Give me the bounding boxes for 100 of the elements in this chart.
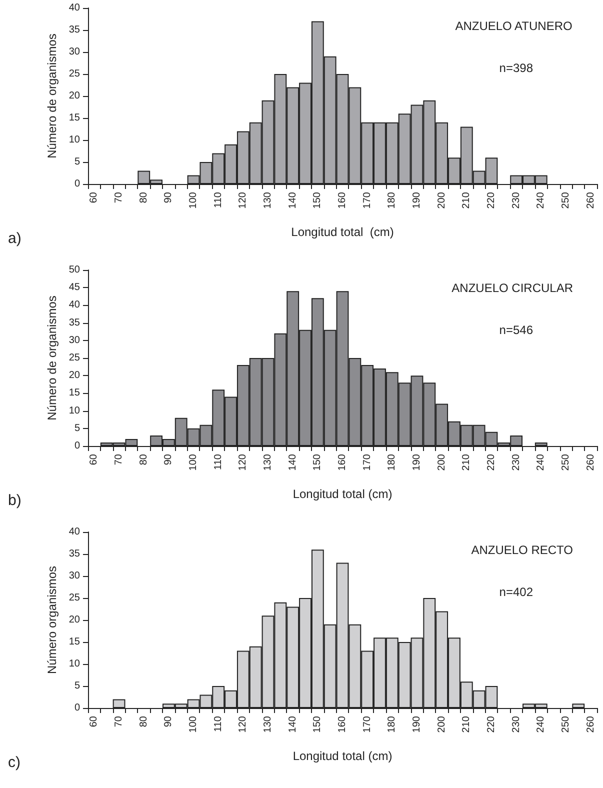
x-tick-label: 60 bbox=[88, 716, 100, 728]
x-tick-label: 230 bbox=[510, 454, 522, 471]
y-tick-label: 35 bbox=[68, 317, 80, 328]
y-tick-label: 15 bbox=[68, 636, 80, 648]
x-tick-label: 90 bbox=[163, 192, 174, 204]
x-tick-label: 120 bbox=[238, 716, 249, 733]
y-tick-label: 20 bbox=[68, 370, 80, 382]
x-tick-label: 220 bbox=[486, 192, 497, 209]
x-tick-label: 120 bbox=[238, 454, 249, 471]
x-tick-label: 110 bbox=[212, 454, 224, 470]
annotation: n=546 bbox=[499, 323, 534, 337]
x-tick-label: 210 bbox=[461, 716, 472, 733]
x-tick-label: 230 bbox=[510, 192, 522, 209]
y-axis-title: Número organismos bbox=[44, 566, 59, 674]
x-tick-label: 100 bbox=[188, 454, 200, 471]
x-axis-title: Longitud total (cm) bbox=[292, 487, 392, 501]
y-tick-label: 10 bbox=[68, 405, 80, 416]
x-tick-label: 240 bbox=[536, 192, 547, 209]
y-tick-label: 0 bbox=[74, 178, 80, 190]
x-tick-label: 140 bbox=[287, 454, 298, 471]
x-tick-label: 220 bbox=[486, 454, 497, 471]
y-tick-label: 0 bbox=[74, 440, 80, 452]
annotation: n=402 bbox=[499, 585, 534, 599]
x-tick-label: 250 bbox=[560, 192, 572, 209]
x-tick-label: 120 bbox=[238, 192, 249, 209]
x-tick-label: 170 bbox=[362, 454, 373, 471]
y-axis-title: Número de organismos bbox=[44, 296, 59, 420]
x-tick-label: 80 bbox=[138, 716, 150, 728]
y-tick-label: 20 bbox=[68, 614, 80, 626]
x-tick-label: 70 bbox=[114, 192, 125, 204]
x-tick-label: 230 bbox=[510, 716, 522, 733]
y-tick-label: 5 bbox=[74, 422, 80, 434]
y-tick-label: 30 bbox=[68, 570, 80, 582]
x-tick-label: 160 bbox=[337, 716, 348, 733]
y-tick-label: 35 bbox=[68, 548, 80, 560]
x-tick-label: 190 bbox=[411, 454, 422, 471]
x-tick-label: 260 bbox=[585, 716, 596, 733]
x-tick-label: 220 bbox=[486, 716, 497, 733]
x-tick-label: 140 bbox=[287, 716, 298, 733]
x-tick-label: 60 bbox=[88, 454, 100, 466]
x-axis-title: Longitud total (cm) bbox=[292, 749, 392, 763]
x-tick-label: 180 bbox=[386, 716, 398, 733]
x-tick-label: 210 bbox=[461, 192, 472, 209]
x-tick-label: 90 bbox=[163, 716, 174, 728]
y-tick-label: 5 bbox=[74, 680, 80, 692]
y-tick-label: 35 bbox=[68, 24, 80, 36]
y-tick-label: 25 bbox=[68, 592, 80, 604]
x-tick-label: 250 bbox=[560, 454, 572, 471]
text: c) bbox=[8, 754, 20, 771]
y-tick-label: 25 bbox=[68, 68, 80, 80]
x-tick-label: 100 bbox=[188, 192, 200, 209]
x-tick-label: 70 bbox=[114, 716, 125, 728]
x-tick-label: 180 bbox=[386, 454, 398, 471]
x-tick-label: 60 bbox=[88, 192, 100, 204]
x-tick-label: 200 bbox=[436, 192, 448, 209]
y-tick-label: 25 bbox=[68, 352, 80, 364]
text: a) bbox=[8, 230, 22, 247]
y-tick-label: 40 bbox=[68, 526, 80, 538]
x-tick-label: 80 bbox=[138, 192, 150, 204]
x-tick-label: 160 bbox=[337, 454, 348, 471]
annotation: ANZUELO ATUNERO bbox=[455, 19, 572, 33]
y-tick-label: 50 bbox=[68, 264, 80, 276]
x-tick-label: 240 bbox=[536, 454, 547, 471]
y-tick-label: 45 bbox=[68, 282, 80, 294]
y-axis-title: Número de organismos bbox=[44, 34, 59, 158]
x-tick-label: 180 bbox=[386, 192, 398, 209]
x-tick-label: 260 bbox=[585, 454, 596, 471]
x-tick-label: 190 bbox=[411, 192, 422, 209]
x-tick-label: 80 bbox=[138, 454, 150, 466]
annotation: ANZUELO RECTO bbox=[471, 543, 573, 557]
y-tick-label: 15 bbox=[68, 112, 80, 124]
x-tick-label: 70 bbox=[114, 454, 125, 466]
x-tick-label: 160 bbox=[337, 192, 348, 209]
y-tick-label: 10 bbox=[68, 658, 80, 670]
x-tick-label: 170 bbox=[362, 716, 373, 733]
x-tick-label: 200 bbox=[436, 454, 448, 471]
x-tick-label: 210 bbox=[461, 454, 472, 471]
x-tick-label: 250 bbox=[560, 716, 572, 733]
x-axis-title: Longitud total (cm) bbox=[291, 225, 394, 239]
y-tick-label: 5 bbox=[74, 156, 80, 168]
x-tick-label: 130 bbox=[262, 192, 274, 209]
y-tick-label: 15 bbox=[68, 388, 80, 399]
x-tick-label: 170 bbox=[362, 192, 373, 209]
annotation: ANZUELO CIRCULAR bbox=[452, 281, 574, 295]
x-tick-label: 200 bbox=[436, 716, 448, 733]
y-tick-label: 10 bbox=[68, 134, 80, 146]
y-tick-label: 20 bbox=[68, 90, 80, 102]
y-tick-label: 30 bbox=[68, 334, 80, 346]
y-tick-label: 0 bbox=[74, 702, 80, 714]
x-tick-label: 150 bbox=[312, 454, 324, 471]
x-tick-label: 100 bbox=[188, 716, 200, 733]
x-tick-label: 150 bbox=[312, 716, 324, 733]
x-tick-label: 110 bbox=[212, 716, 224, 732]
y-tick-label: 40 bbox=[68, 2, 80, 14]
x-tick-label: 140 bbox=[287, 192, 298, 209]
y-tick-label: 30 bbox=[68, 46, 80, 58]
x-tick-label: 110 bbox=[212, 192, 224, 208]
x-tick-label: 130 bbox=[262, 716, 274, 733]
x-tick-label: 90 bbox=[163, 454, 174, 466]
x-tick-label: 240 bbox=[536, 716, 547, 733]
